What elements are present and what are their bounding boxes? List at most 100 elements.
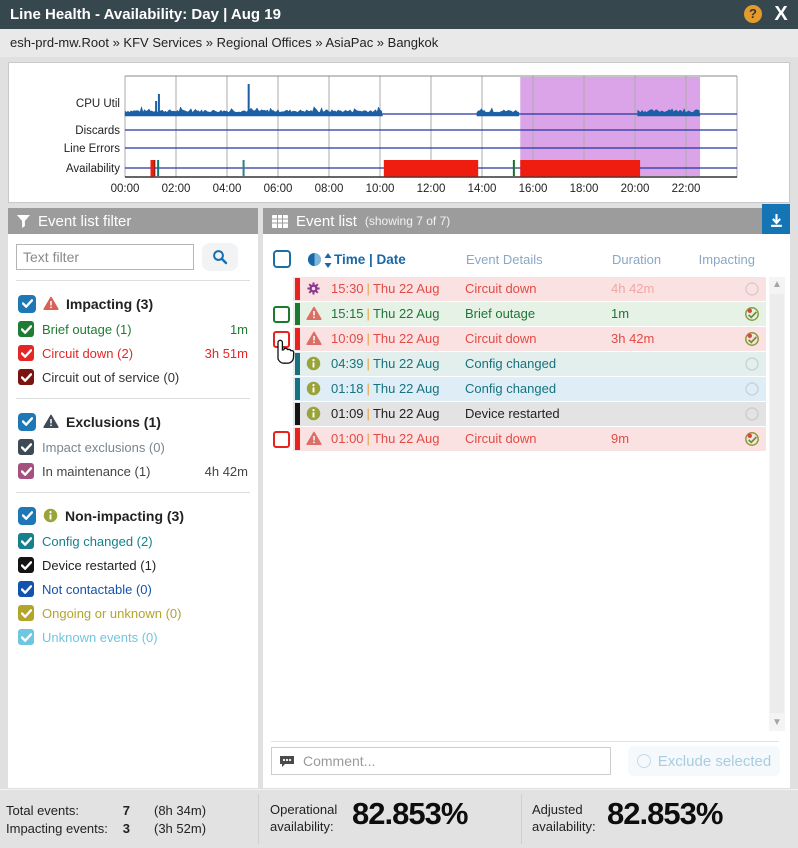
filter-item[interactable]: Config changed (2) <box>18 529 248 553</box>
filter-item[interactable]: Brief outage (1) 1m <box>18 317 248 341</box>
event-list-scrollbar[interactable]: ▲ ▼ <box>769 277 785 731</box>
filter-checkbox[interactable] <box>18 412 36 431</box>
event-row[interactable]: 15:15 | Thu 22 Aug Brief outage 1m <box>263 302 790 326</box>
event-row-body[interactable]: 15:30 | Thu 22 Aug Circuit down 4h 42m <box>293 277 766 301</box>
non-impacting-circle-icon <box>745 407 759 421</box>
event-row[interactable]: 04:39 | Thu 22 Aug Config changed <box>263 352 790 376</box>
svg-text:18:00: 18:00 <box>570 183 599 195</box>
filter-checkbox[interactable] <box>18 321 34 337</box>
filter-item-label: Config changed (2) <box>42 533 153 549</box>
filter-checkbox[interactable] <box>18 605 34 621</box>
svg-text:06:00: 06:00 <box>264 183 293 195</box>
impacting-events-value: 3 <box>122 821 130 836</box>
filter-item-duration: 4h 42m <box>204 463 248 479</box>
filter-group: Impacting (3) Brief outage (1) 1m Circuit d… <box>8 281 258 398</box>
filter-group-header[interactable]: Non-impacting (3) <box>18 502 248 529</box>
svg-text:00:00: 00:00 <box>111 183 140 195</box>
event-severity-bar <box>295 278 300 300</box>
scroll-down-icon[interactable]: ▼ <box>772 717 782 728</box>
filter-item[interactable]: Unknown events (0) <box>18 625 248 649</box>
row-checkbox[interactable] <box>273 306 290 323</box>
filter-item[interactable]: Impact exclusions (0) <box>18 435 248 459</box>
filter-group-divider <box>16 280 250 281</box>
event-row-body[interactable]: 01:09 | Thu 22 Aug Device restarted <box>293 402 766 426</box>
check-icon <box>20 536 32 546</box>
chart-canvas: CPU Util Discards Line Errors Availability 0… <box>64 75 738 195</box>
filter-group-header[interactable]: Exclusions (1) <box>18 408 248 435</box>
row-checkbox[interactable] <box>273 431 290 448</box>
filter-checkbox[interactable] <box>18 506 36 525</box>
search-button[interactable] <box>202 243 238 271</box>
maintenance-gear-icon <box>307 282 320 295</box>
event-row[interactable]: 01:00 | Thu 22 Aug Circuit down 9m <box>263 427 790 451</box>
filter-checkbox[interactable] <box>18 557 34 573</box>
filter-group-header[interactable]: Impacting (3) <box>18 290 248 317</box>
filter-checkbox[interactable] <box>18 629 34 645</box>
check-icon <box>20 348 32 358</box>
filter-checkbox[interactable] <box>18 369 34 385</box>
filter-item-duration: 1m <box>229 321 248 337</box>
event-row-body[interactable]: 04:39 | Thu 22 Aug Config changed <box>293 352 766 376</box>
info-circle-icon <box>43 508 58 523</box>
filter-item[interactable]: Circuit out of service (0) <box>18 365 248 389</box>
event-time-date: 15:15 | Thu 22 Aug <box>331 306 440 321</box>
exclude-selected-button[interactable]: Exclude selected <box>628 746 780 776</box>
warning-triangle-icon <box>43 296 59 310</box>
event-severity-bar <box>295 378 300 400</box>
total-events-value: 7 <box>122 803 130 818</box>
event-list-panel <box>263 234 790 788</box>
impact-pie-icon[interactable] <box>307 252 322 267</box>
select-all-checkbox[interactable] <box>273 250 291 268</box>
filter-item-duration: 3h 51m <box>204 345 248 361</box>
column-event-details[interactable]: Event Details <box>466 252 543 267</box>
event-row[interactable]: 10:09 | Thu 22 Aug Circuit down 3h 42m <box>263 327 790 351</box>
filter-item[interactable]: Device restarted (1) <box>18 553 248 577</box>
filter-checkbox[interactable] <box>18 439 34 455</box>
column-duration[interactable]: Duration <box>612 252 662 267</box>
comment-input[interactable] <box>301 752 595 770</box>
comment-divider <box>271 741 779 742</box>
event-row[interactable]: 01:18 | Thu 22 Aug Config changed <box>263 377 790 401</box>
check-icon <box>20 560 32 570</box>
filter-item[interactable]: In maintenance (1) 4h 42m <box>18 459 248 483</box>
non-impacting-circle-icon <box>745 282 759 296</box>
text-filter-input[interactable] <box>16 244 194 270</box>
event-time-date: 01:18 | Thu 22 Aug <box>331 381 440 396</box>
impacting-target-icon <box>745 307 759 321</box>
help-icon[interactable]: ? <box>744 5 762 23</box>
info-circle-icon <box>306 381 321 396</box>
sort-arrows-icon[interactable] <box>324 253 332 268</box>
check-icon <box>20 466 32 476</box>
filter-checkbox[interactable] <box>18 294 36 313</box>
event-row-body[interactable]: 15:15 | Thu 22 Aug Brief outage 1m <box>293 302 766 326</box>
filter-item[interactable]: Circuit down (2) 3h 51m <box>18 341 248 365</box>
filter-item[interactable]: Not contactable (0) <box>18 577 248 601</box>
scrollbar-thumb[interactable] <box>770 294 784 713</box>
filter-item[interactable]: Ongoing or unknown (0) <box>18 601 248 625</box>
event-row[interactable]: 01:09 | Thu 22 Aug Device restarted <box>263 402 790 426</box>
window-title: Line Health - Availability: Day | Aug 19 <box>10 6 281 23</box>
filter-checkbox[interactable] <box>18 463 34 479</box>
event-details: Circuit down <box>465 431 537 446</box>
event-row[interactable]: 15:30 | Thu 22 Aug Circuit down 4h 42m <box>263 277 790 301</box>
download-button[interactable] <box>762 204 790 237</box>
filter-checkbox[interactable] <box>18 533 34 549</box>
row-checkbox[interactable] <box>273 331 290 348</box>
filter-checkbox[interactable] <box>18 345 34 361</box>
column-time-date[interactable]: Time | Date <box>334 252 406 267</box>
event-time-date: 01:00 | Thu 22 Aug <box>331 431 440 446</box>
check-icon <box>21 299 33 308</box>
event-details: Brief outage <box>465 306 536 321</box>
check-icon <box>20 608 32 618</box>
scroll-up-icon[interactable]: ▲ <box>772 279 782 290</box>
event-row-body[interactable]: 10:09 | Thu 22 Aug Circuit down 3h 42m <box>293 327 766 351</box>
search-icon <box>213 250 228 265</box>
event-row-body[interactable]: 01:00 | Thu 22 Aug Circuit down 9m <box>293 427 766 451</box>
filter-item-label: Unknown events (0) <box>42 629 158 645</box>
time-date-separator: | <box>366 331 370 346</box>
column-impacting[interactable]: Impacting <box>698 252 755 267</box>
filter-item-label: Circuit out of service (0) <box>42 369 180 385</box>
close-button[interactable]: X <box>774 3 788 25</box>
event-row-body[interactable]: 01:18 | Thu 22 Aug Config changed <box>293 377 766 401</box>
filter-checkbox[interactable] <box>18 581 34 597</box>
